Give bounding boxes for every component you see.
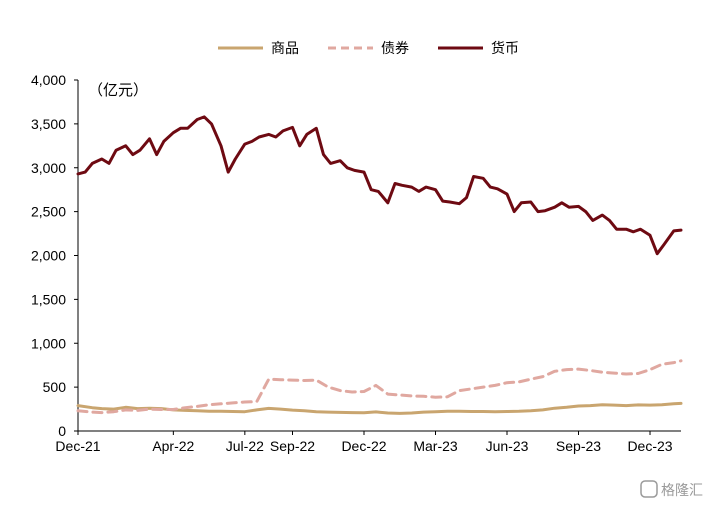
y-tick-label: 500 [43, 379, 67, 395]
x-tick-label: Jun-23 [486, 438, 529, 454]
x-tick-label: Apr-22 [152, 438, 194, 454]
y-tick-label: 4,000 [31, 72, 66, 88]
x-tick-label: Sep-23 [556, 438, 601, 454]
x-tick-label: Dec-23 [627, 438, 672, 454]
x-axis-ticks: Dec-21 Apr-22 Jul-22 Sep-22 Dec-22 Mar-23 Jun-… [55, 431, 673, 454]
watermark-text: 格隆汇 [661, 483, 703, 499]
y-tick-label: 3,000 [31, 160, 66, 176]
x-tick-label: Sep-22 [270, 438, 315, 454]
series-line-commodity [76, 401, 683, 415]
watermark-logo-icon [640, 480, 658, 498]
y-tick-label: 2,000 [31, 248, 66, 264]
legend: 商品 债券 货币 [218, 40, 519, 57]
legend-label-money: 货币 [491, 40, 519, 57]
y-tick-label: 1,000 [31, 335, 66, 351]
legend-label-bond: 债券 [381, 41, 409, 57]
unit-label: （亿元） [88, 81, 148, 99]
series-line-bond [76, 359, 683, 415]
x-tick-label: Mar-23 [413, 438, 458, 454]
y-tick-label: 3,500 [31, 116, 66, 132]
y-tick-label: 1,500 [31, 291, 66, 307]
x-tick-label: Dec-21 [55, 438, 100, 454]
series-line-money [76, 115, 683, 256]
x-tick-label: Dec-22 [341, 438, 386, 454]
legend-label-commodity: 商品 [271, 41, 299, 57]
y-axis-ticks: 0 500 1,000 1,500 2,000 2,500 3,000 3,500 4,000 [31, 72, 78, 439]
x-tick-label: Jul-22 [226, 438, 264, 454]
y-tick-label: 2,500 [31, 204, 66, 220]
watermark: 格隆汇 [640, 480, 703, 499]
series-lines [76, 115, 683, 415]
y-tick-label: 0 [58, 423, 66, 439]
